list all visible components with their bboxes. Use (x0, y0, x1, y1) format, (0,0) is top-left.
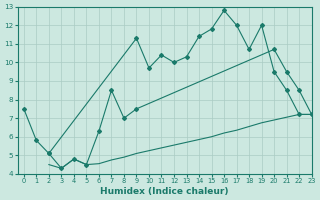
X-axis label: Humidex (Indice chaleur): Humidex (Indice chaleur) (100, 187, 229, 196)
